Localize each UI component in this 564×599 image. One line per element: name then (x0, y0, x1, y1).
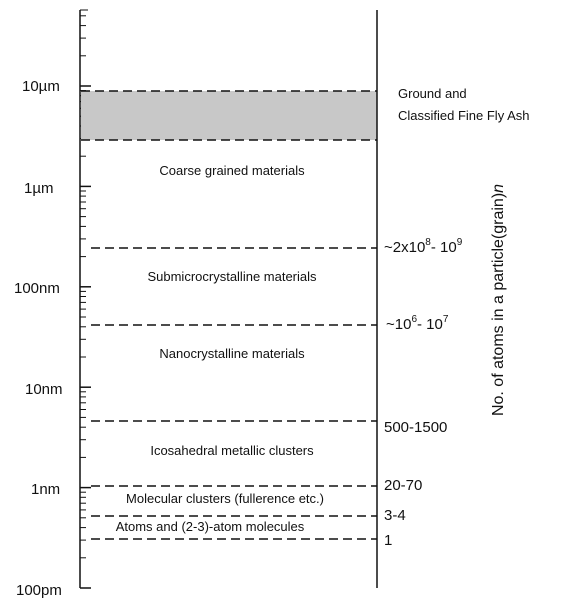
atom-count-3: 500-1500 (384, 419, 447, 436)
right-axis-title: No. of atoms in a particle(grain)n (490, 184, 507, 416)
atom-count-2: ~106- 107 (386, 314, 449, 333)
region-boundaries (81, 90, 377, 540)
tick-label-100pm: 100pm (16, 582, 62, 599)
tick-label-10nm: 10nm (25, 381, 63, 398)
fly-ash-label-line1: Ground and (398, 86, 467, 101)
fly-ash-band (81, 91, 377, 140)
atom-count-6: 1 (384, 532, 392, 549)
region-molecular-clusters: Molecular clusters (fullerence etc.) (126, 491, 324, 506)
tick-label-10um: 10µm (22, 78, 60, 95)
region-submicrocrystalline: Submicrocrystalline materials (147, 269, 317, 284)
atom-count-1: ~2x108- 109 (384, 237, 463, 256)
region-labels: Coarse grained materials Submicrocrystal… (116, 163, 324, 534)
tick-label-100nm: 100nm (14, 280, 60, 297)
region-nanocrystalline: Nanocrystalline materials (159, 346, 305, 361)
fly-ash-label-line2: Classified Fine Fly Ash (398, 108, 530, 123)
atom-count-5: 3-4 (384, 507, 406, 524)
atom-count-4: 20-70 (384, 477, 422, 494)
fly-ash-label: Ground and Classified Fine Fly Ash (398, 86, 530, 123)
left-axis-major-ticks (80, 85, 91, 589)
region-atoms: Atoms and (2-3)-atom molecules (116, 519, 305, 534)
left-axis-labels: 10µm 1µm 100nm 10nm 1nm 100pm (14, 78, 63, 599)
tick-label-1um: 1µm (24, 180, 53, 197)
region-coarse: Coarse grained materials (159, 163, 305, 178)
atom-count-labels: ~2x108- 109 ~106- 107 500-1500 20-70 3-4… (384, 237, 463, 549)
region-icosahedral: Icosahedral metallic clusters (150, 443, 314, 458)
tick-label-1nm: 1nm (31, 481, 60, 498)
